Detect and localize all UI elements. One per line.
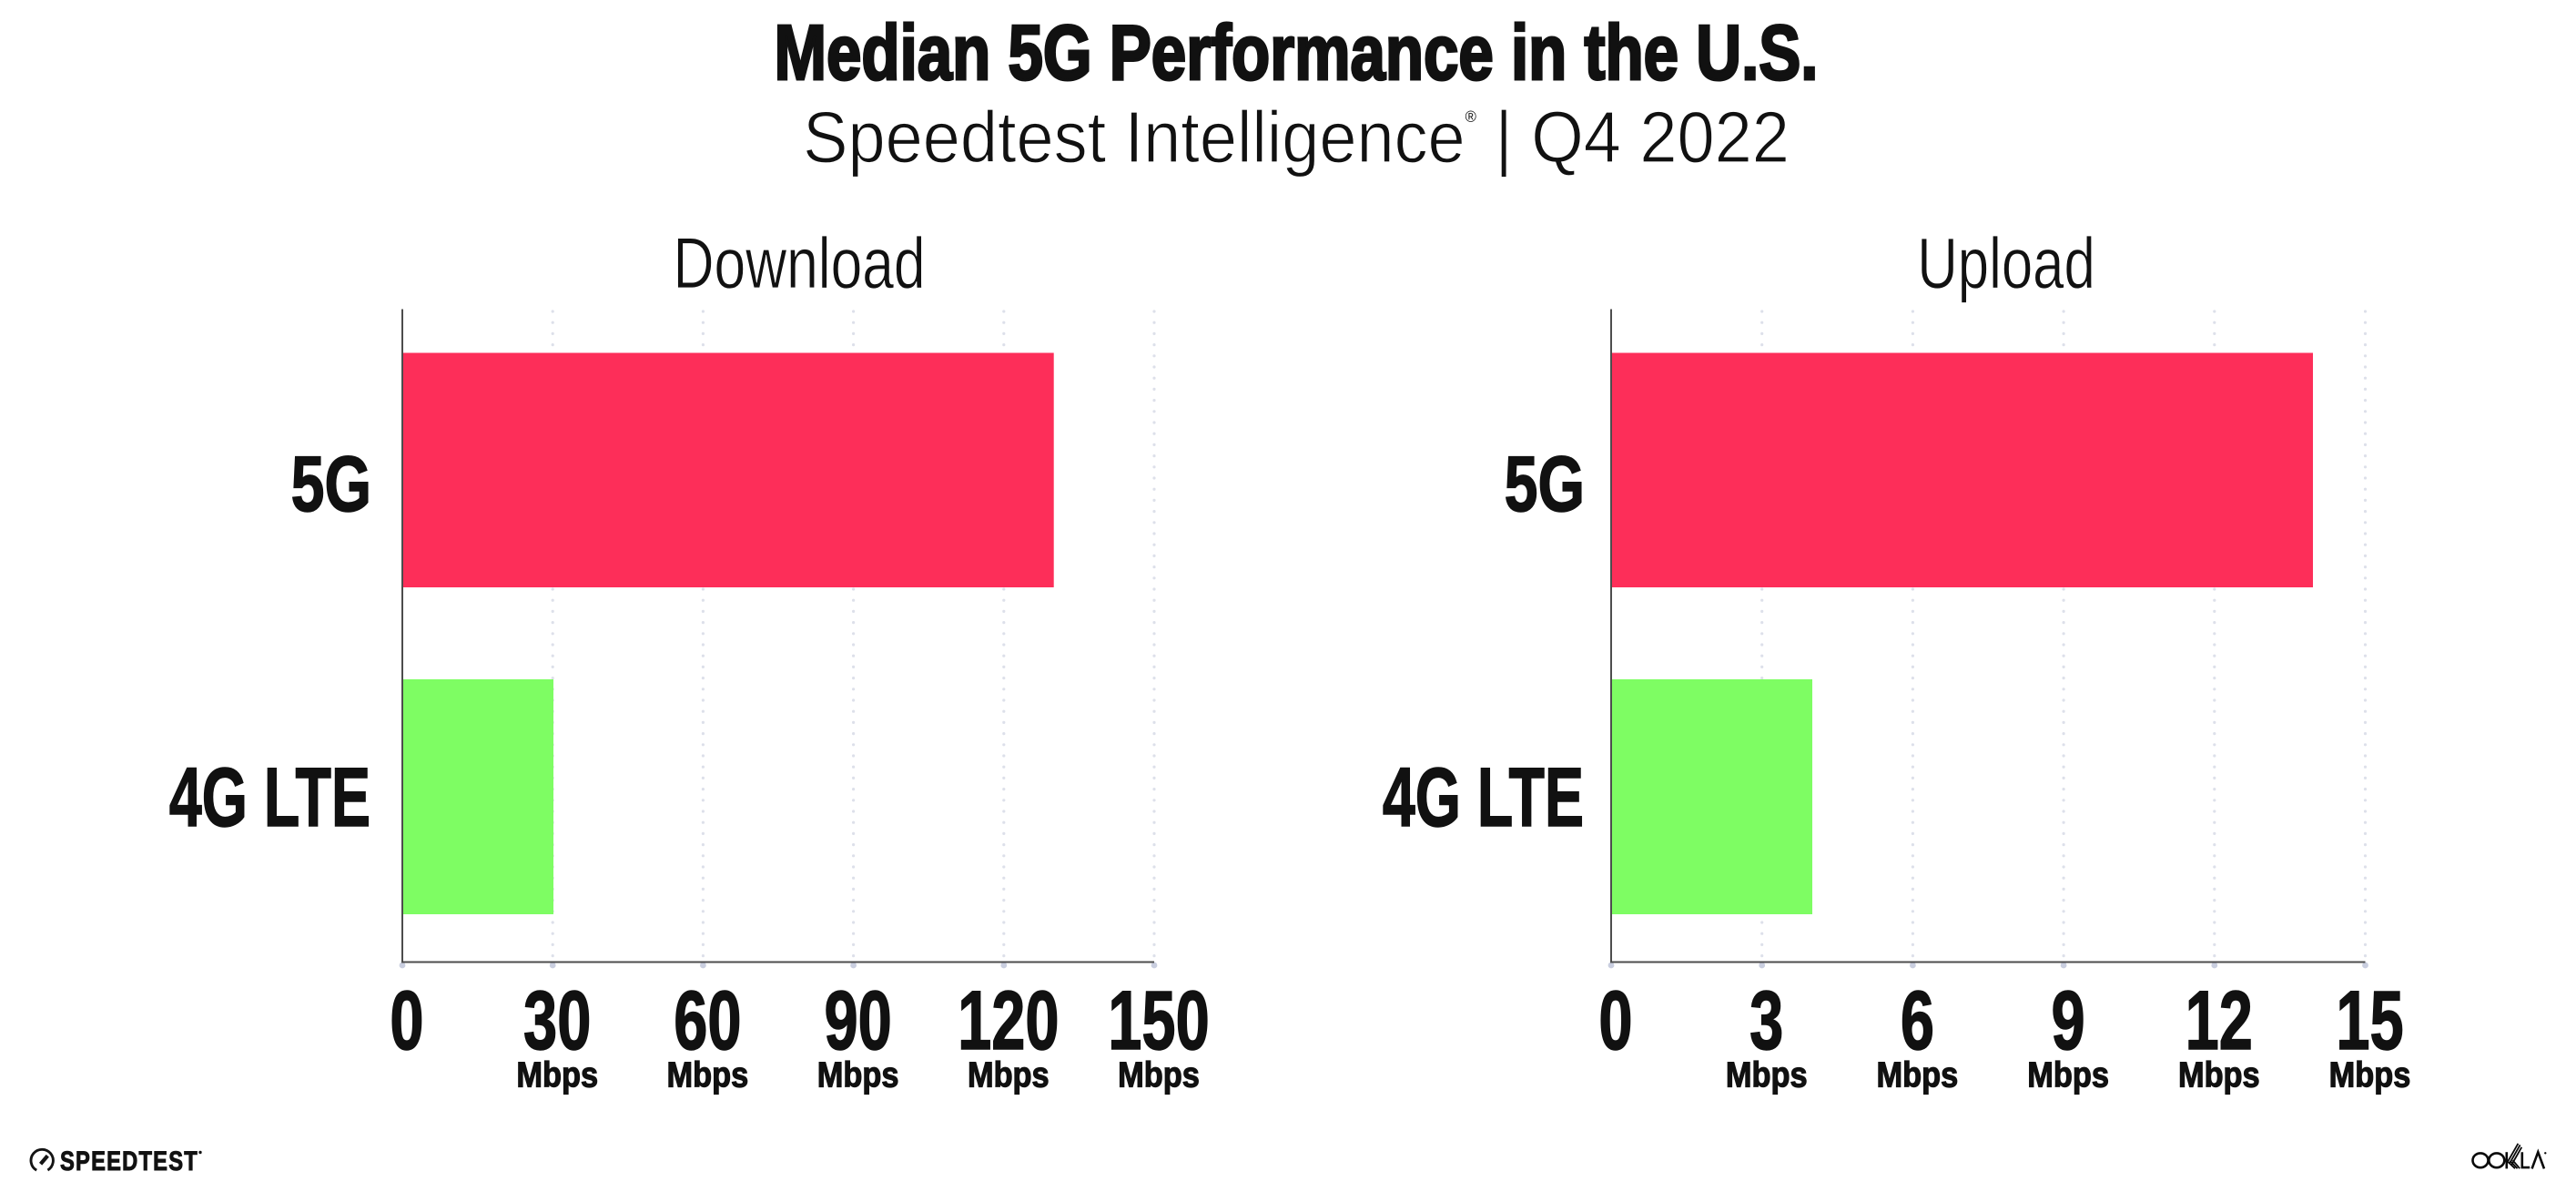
svg-text:Mbps: Mbps [1877, 1054, 1959, 1095]
svg-text:4G LTE: 4G LTE [1383, 750, 1584, 844]
svg-text:SPEEDTEST: SPEEDTEST [60, 1146, 198, 1177]
svg-text:0: 0 [1598, 973, 1632, 1067]
svg-text:Mbps: Mbps [968, 1054, 1050, 1095]
svg-text:6: 6 [1901, 973, 1934, 1067]
svg-text:3: 3 [1749, 973, 1783, 1067]
svg-text:15: 15 [2336, 973, 2403, 1067]
svg-text:150: 150 [1108, 973, 1209, 1067]
svg-text:Mbps: Mbps [1726, 1054, 1808, 1095]
svg-text:9: 9 [2052, 973, 2085, 1067]
svg-text:90: 90 [824, 973, 891, 1067]
svg-text:Speedtest Intelligence® | Q4 2: Speedtest Intelligence® | Q4 2022 [803, 97, 1790, 178]
svg-text:Median 5G Performance in the U: Median 5G Performance in the U.S. [775, 10, 1819, 96]
svg-text:Mbps: Mbps [667, 1054, 749, 1095]
svg-text:Download: Download [673, 224, 925, 304]
svg-text:Mbps: Mbps [2178, 1054, 2260, 1095]
svg-text:Upload: Upload [1917, 224, 2095, 304]
svg-text:Mbps: Mbps [2027, 1054, 2109, 1095]
svg-text:12: 12 [2186, 973, 2253, 1067]
svg-text:Mbps: Mbps [516, 1054, 598, 1095]
svg-text:Mbps: Mbps [2329, 1054, 2411, 1095]
svg-text:Mbps: Mbps [817, 1054, 899, 1095]
svg-text:120: 120 [958, 973, 1059, 1067]
svg-text:0: 0 [390, 973, 423, 1067]
svg-text:60: 60 [674, 973, 741, 1067]
svg-text:5G: 5G [291, 441, 371, 528]
svg-text:5G: 5G [1505, 441, 1585, 528]
svg-text:30: 30 [523, 973, 591, 1067]
svg-text:4G LTE: 4G LTE [169, 750, 370, 844]
svg-text:Mbps: Mbps [1118, 1054, 1200, 1095]
